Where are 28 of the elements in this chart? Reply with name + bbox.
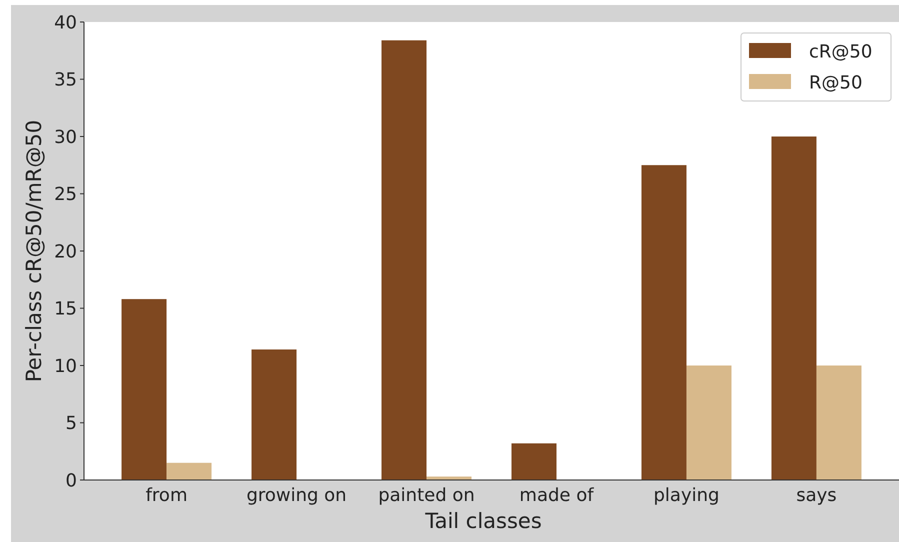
y-tick-label: 35 bbox=[54, 70, 77, 91]
x-tick-label: from bbox=[146, 485, 188, 506]
bar bbox=[771, 136, 816, 480]
x-tick-label: painted on bbox=[378, 485, 475, 506]
bar bbox=[122, 299, 167, 480]
x-tick-label: says bbox=[796, 485, 837, 506]
legend-label: R@50 bbox=[809, 72, 862, 94]
x-axis-title: Tail classes bbox=[424, 509, 542, 533]
x-tick-label: made of bbox=[519, 485, 594, 506]
bar bbox=[641, 165, 686, 480]
y-axis-title: Per-class cR@50/mR@50 bbox=[22, 120, 46, 382]
x-tick-label: playing bbox=[654, 485, 720, 506]
bar bbox=[252, 349, 297, 480]
x-tick-label: growing on bbox=[246, 485, 347, 506]
bar bbox=[686, 366, 732, 480]
y-tick-label: 5 bbox=[66, 413, 77, 434]
bar bbox=[511, 443, 556, 480]
y-tick-label: 10 bbox=[54, 356, 77, 377]
bar bbox=[382, 40, 427, 480]
y-tick-label: 0 bbox=[66, 470, 77, 492]
y-tick-label: 30 bbox=[54, 126, 77, 148]
y-tick-label: 15 bbox=[54, 298, 77, 320]
legend-label: cR@50 bbox=[809, 41, 872, 62]
bar bbox=[166, 462, 212, 480]
y-tick-label: 40 bbox=[54, 12, 77, 34]
y-tick-label: 20 bbox=[54, 241, 77, 262]
y-tick-label: 25 bbox=[54, 184, 77, 206]
bar bbox=[816, 366, 862, 480]
